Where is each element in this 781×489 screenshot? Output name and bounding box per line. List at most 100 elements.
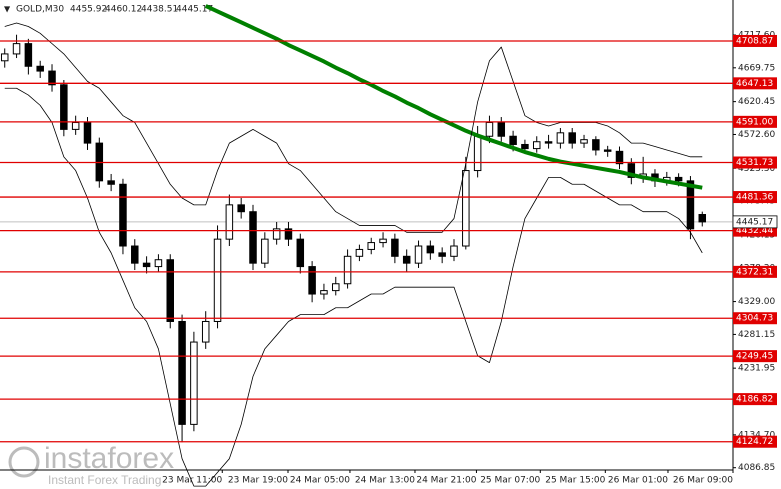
candle-body [402, 255, 411, 264]
candle-body [426, 245, 435, 254]
y-tick-label: 4086.85 [738, 463, 775, 473]
price-label-bg [732, 215, 778, 229]
level-label: 4372.31 [736, 267, 773, 277]
y-tick-label: 4281.15 [738, 330, 775, 340]
level-label: 4531.73 [736, 158, 773, 168]
candle-body [568, 132, 576, 144]
candle-body [343, 255, 352, 285]
candle-body [178, 320, 186, 425]
level-label-bg [733, 156, 777, 169]
x-tick-label: 26 Mar 09:00 [673, 476, 733, 486]
y-tick-label: 4231.95 [738, 364, 775, 374]
x-tick-label: 23 Mar 19:00 [228, 476, 288, 486]
x-tick-label: 24 Mar 13:00 [355, 476, 415, 486]
candle-body [473, 135, 482, 172]
candle-body [556, 132, 565, 144]
candle-body [190, 341, 198, 425]
indicator-line [204, 4, 703, 190]
candle-body [225, 204, 234, 240]
x-tick-label: 25 Mar 07:00 [480, 476, 540, 486]
y-tick-label: 4523.30 [738, 164, 775, 174]
level-label: 4481.36 [736, 193, 773, 203]
candle-body [201, 320, 210, 343]
high: 4460.12 [105, 5, 142, 15]
level-label-bg [733, 191, 777, 204]
x-tick-label: 24 Mar 21:00 [416, 476, 476, 486]
candle-body [142, 262, 151, 268]
y-tick-label: 4620.45 [738, 97, 775, 107]
level-label-bg [733, 265, 777, 278]
plot [0, 4, 733, 487]
candle-body [497, 122, 506, 137]
candle-body [320, 290, 328, 295]
candle-body [592, 139, 600, 151]
candle-body [71, 122, 80, 130]
level-label-bg [733, 77, 777, 90]
candle-body [154, 259, 163, 268]
candle-body [532, 141, 541, 150]
candle-body [83, 122, 92, 144]
candle-body [521, 143, 529, 150]
candle-body [332, 283, 340, 292]
candle-body [379, 238, 387, 244]
level-label: 4249.45 [736, 352, 773, 362]
level-label: 4432.44 [736, 226, 773, 236]
candle-body [544, 141, 553, 144]
level-label-bg [733, 435, 777, 448]
candle-body [450, 245, 458, 257]
low: 4438.51 [141, 5, 178, 15]
x-tick-label: 24 Mar 05:00 [290, 476, 350, 486]
candle-body [603, 149, 612, 152]
level-label: 4708.87 [736, 36, 773, 46]
candle-body [284, 228, 293, 240]
candle-body [686, 180, 695, 230]
dropdown-icon: ▼ [4, 5, 11, 14]
indicator-line [4, 87, 703, 487]
candle-body [12, 43, 21, 55]
candle-body [391, 238, 399, 257]
candle-body [674, 176, 683, 182]
x-tick-label: 23 Mar 11:00 [162, 476, 222, 486]
price-label: 4445.17 [736, 217, 773, 227]
candle-body [24, 43, 33, 67]
candle-body [48, 70, 56, 86]
level-label: 4647.13 [736, 79, 773, 89]
candle-body [107, 180, 115, 185]
level-label-bg [733, 115, 777, 128]
level-label-bg [733, 350, 777, 363]
level-label-bg [733, 312, 777, 325]
watermark: instaforex Instant Forex Trading [8, 442, 174, 487]
candle-body [367, 242, 375, 250]
candle-body [698, 214, 707, 223]
candle-body [166, 259, 174, 322]
level-label: 4304.73 [736, 314, 773, 324]
candle-body [580, 139, 588, 144]
symbol: GOLD,M30 [16, 5, 64, 15]
x-tick-label: 26 Mar 01:00 [608, 476, 668, 486]
candle-body [60, 84, 68, 130]
candle-body [627, 163, 636, 178]
candle-body [0, 53, 9, 62]
candle-body [261, 238, 269, 264]
candle-body [249, 211, 257, 264]
y-tick-label: 4134.70 [738, 430, 775, 440]
candle-body [36, 65, 44, 72]
y-tick-label: 4329.00 [738, 297, 775, 307]
x-tick-label: 25 Mar 15:00 [545, 476, 605, 486]
candle-body [213, 238, 222, 322]
candle-body [485, 122, 494, 137]
level-label: 4186.82 [736, 395, 773, 405]
open: 4455.92 [70, 5, 107, 15]
level-label: 4124.72 [736, 437, 773, 447]
tagline: Instant Forex Trading [48, 473, 161, 487]
candle-body [355, 248, 364, 257]
candle-body [237, 204, 245, 213]
candle-body [462, 170, 470, 247]
level-label-bg [733, 34, 777, 47]
indicator-line [4, 22, 703, 233]
candle-body [272, 228, 281, 240]
candle-body [509, 135, 517, 145]
close: 4445.17 [176, 5, 213, 15]
